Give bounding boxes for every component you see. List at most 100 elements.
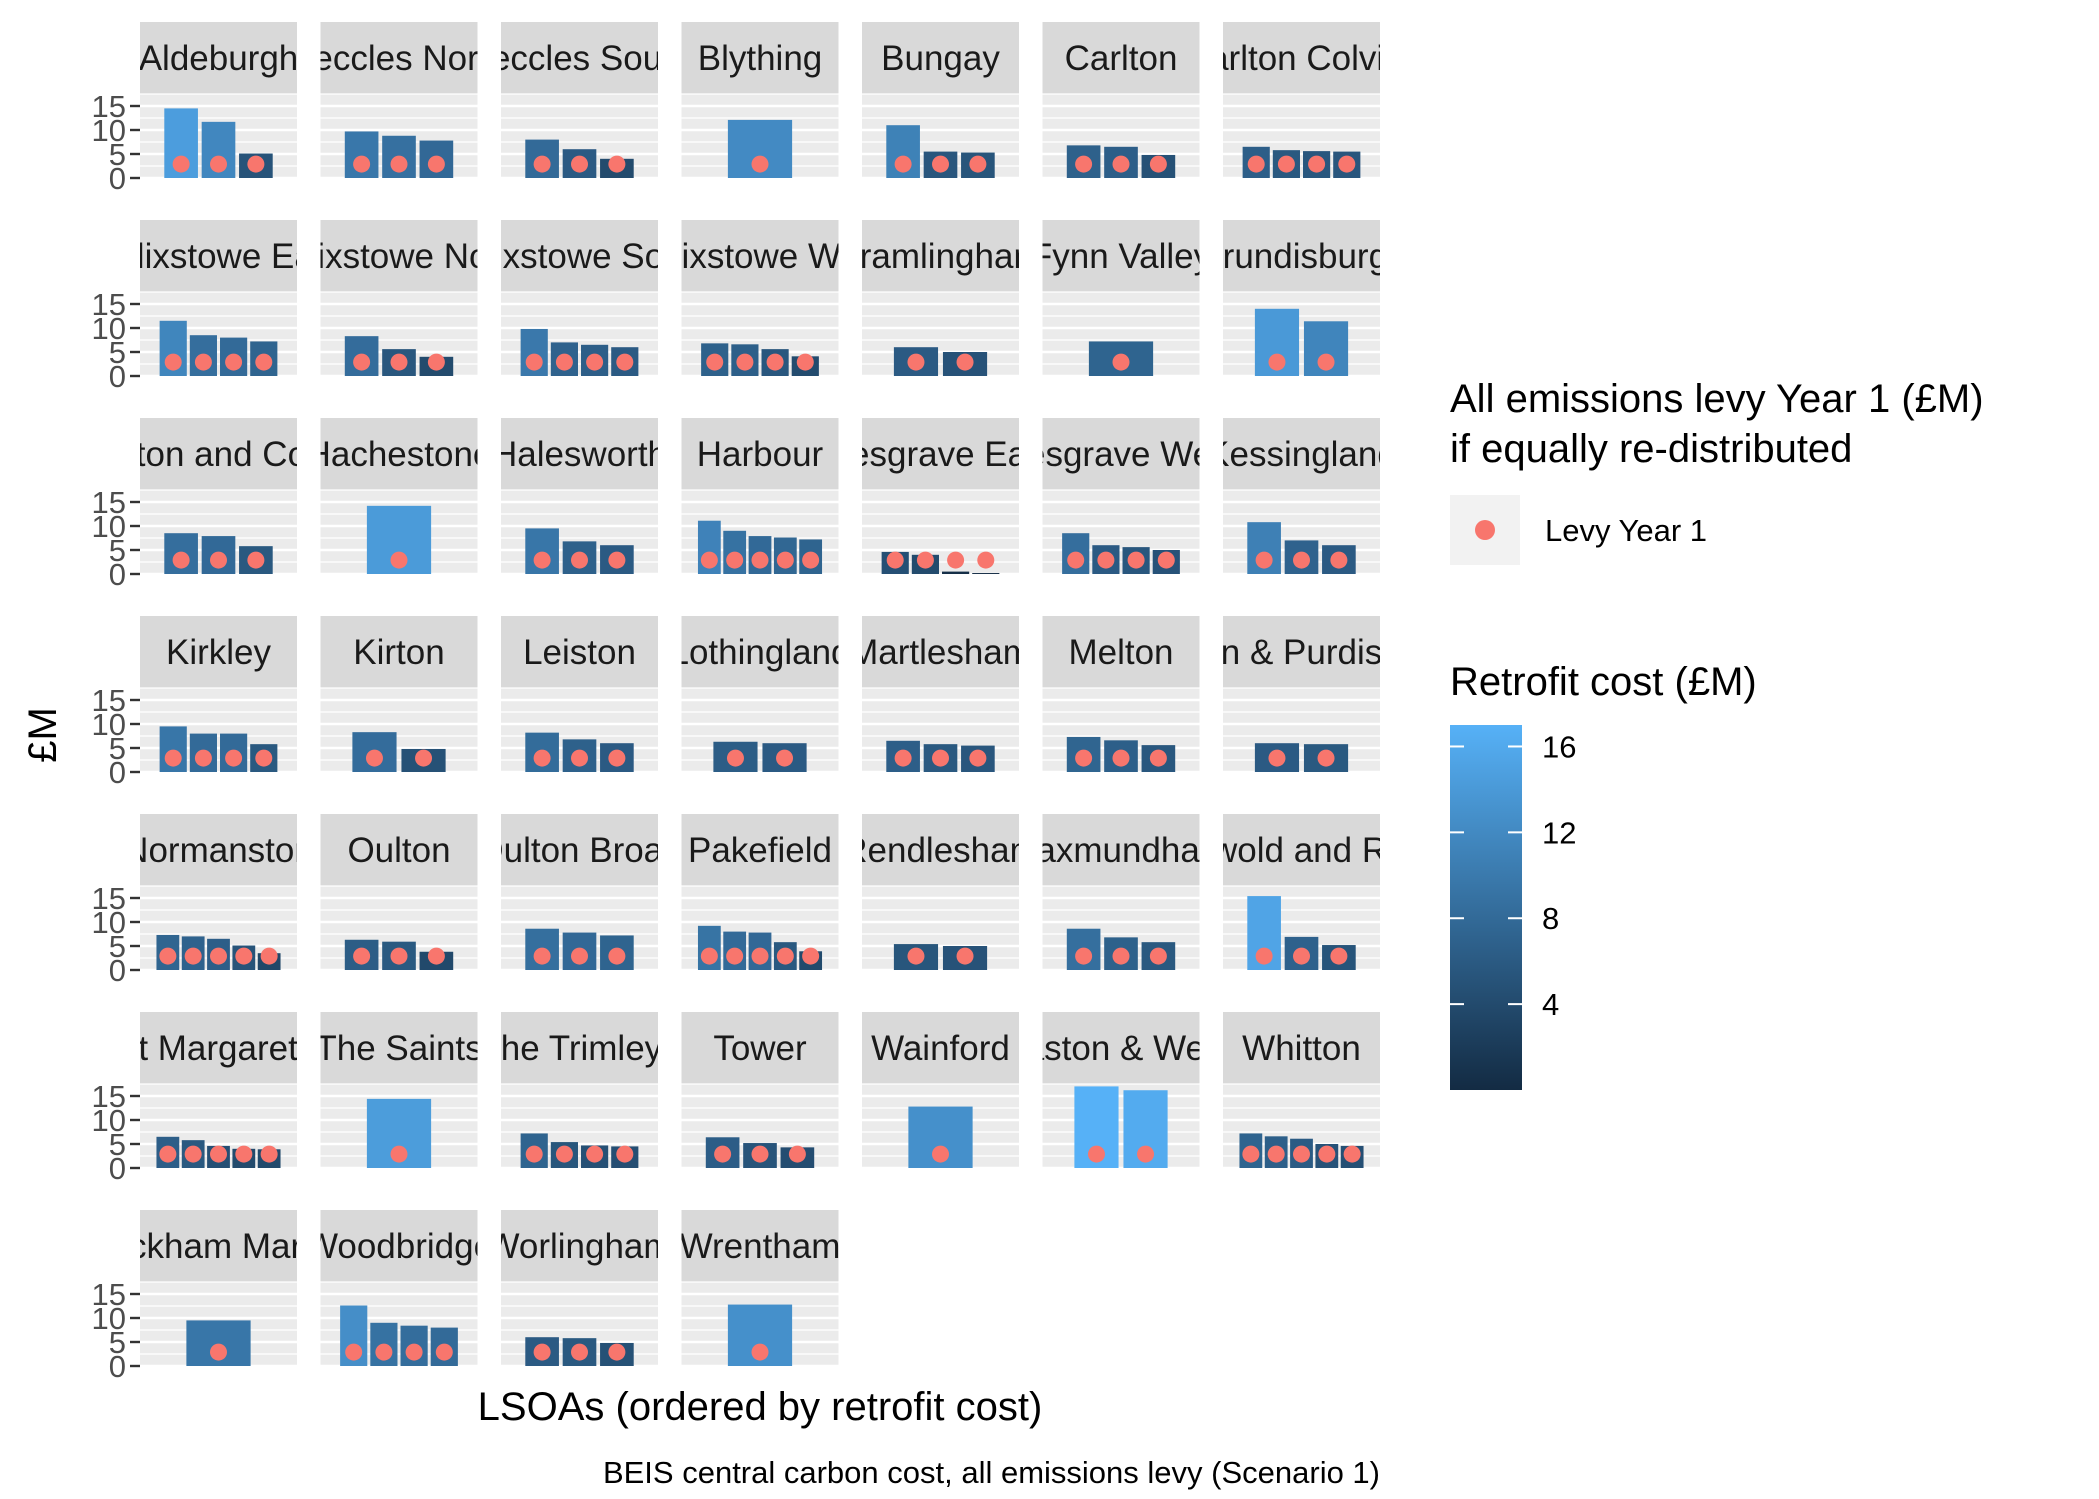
facet-strip [681, 220, 839, 292]
facet-label: Carlton [1065, 39, 1178, 78]
panel-background [681, 688, 839, 772]
facet-panel: Nacton & Purdis Farm [1223, 616, 1380, 774]
levy-point [1255, 551, 1273, 569]
y-tick-label: 15 [92, 881, 126, 916]
colorbar-tick-label: 12 [1542, 815, 1576, 850]
levy-point [1338, 155, 1356, 173]
y-tick-label: 15 [92, 1277, 126, 1312]
levy-point [751, 155, 769, 173]
levy-point [726, 947, 744, 965]
facet-panel: Wenhaston & Westleton [1042, 1012, 1200, 1170]
facet-panel: Tower [681, 1012, 839, 1170]
levy-point [390, 353, 408, 371]
levy-point [405, 1343, 423, 1361]
levy-point [1097, 551, 1115, 569]
colorbar-legend-title: Retrofit cost (£M) [1450, 660, 1757, 704]
levy-point [726, 551, 744, 569]
levy-point [247, 155, 265, 173]
facet-panel: Felixstowe West [633, 220, 887, 378]
y-tick-label: 15 [92, 1079, 126, 1114]
facet-strip [681, 616, 839, 688]
colorbar-tick-label: 16 [1542, 729, 1576, 764]
levy-point [184, 1145, 202, 1163]
levy-point [714, 1145, 732, 1163]
facet-panel: Fynn Valley [1042, 220, 1200, 378]
y-tick-label: 10 [92, 905, 126, 940]
facet-label: Gunton and Corton [70, 435, 368, 474]
facet-strip [320, 1012, 478, 1084]
levy-point [1112, 155, 1130, 173]
levy-point [159, 947, 177, 965]
facet-panel: Worlingham [501, 1210, 658, 1368]
levy-point [796, 353, 814, 371]
levy-point [586, 1145, 604, 1163]
facet-panel: Wrentham [681, 1210, 839, 1368]
facet-label: Lothingland [670, 633, 851, 672]
levy-point [390, 551, 408, 569]
facet-label: Kesgrave East [827, 435, 1055, 474]
levy-point [210, 155, 227, 173]
facet-label: Southwold and Reydon [1121, 831, 1483, 870]
facet-strip [501, 220, 658, 292]
levy-point [571, 947, 588, 965]
levy-point [1293, 947, 1310, 965]
facet-panel: Halesworth [501, 418, 658, 576]
facet-panel: Beccles North [290, 22, 508, 180]
facet-panel: Bungay [862, 22, 1019, 180]
levy-point [427, 947, 445, 965]
levy-point [1268, 353, 1286, 371]
facet-panel: Carlton [1042, 22, 1200, 180]
levy-point [802, 947, 820, 965]
levy-point [608, 551, 626, 569]
facet-label: Beccles North [290, 39, 508, 78]
facet-label: Kirkley [166, 633, 272, 672]
facet-strip [501, 1012, 658, 1084]
levy-point [390, 155, 408, 173]
levy-point [555, 1145, 573, 1163]
levy-point [172, 155, 190, 173]
facet-label: Rendlesham [842, 831, 1039, 870]
levy-point [571, 749, 588, 767]
facet-panel: Beccles South [501, 22, 658, 180]
facet-label: Harbour [697, 435, 824, 474]
levy-point [608, 1343, 626, 1361]
facet-strip [681, 22, 839, 94]
levy-point [555, 353, 573, 371]
levy-point [1317, 353, 1335, 371]
facet-label: Martlesham [849, 633, 1032, 672]
levy-point [1268, 749, 1286, 767]
levy-point [700, 947, 718, 965]
levy-point [1267, 1145, 1285, 1163]
levy-point [571, 1343, 588, 1361]
facet-strip [140, 220, 297, 292]
facet-strip [681, 1012, 839, 1084]
facet-strip [1223, 418, 1380, 490]
levy-point [616, 1145, 634, 1163]
y-tick-label: 0 [109, 557, 126, 592]
facet-strip [862, 220, 1019, 292]
facet-panel: Oulton [320, 814, 478, 972]
levy-point [751, 947, 769, 965]
bar [942, 571, 970, 574]
facet-panel: Harbour [681, 418, 839, 576]
levy-point [1330, 947, 1348, 965]
levy-point [210, 947, 227, 965]
y-tick-label: 5 [109, 929, 126, 964]
levy-point [1075, 947, 1093, 965]
facet-label: Melton [1068, 633, 1173, 672]
facet-label: Felixstowe West [633, 237, 887, 276]
facet-label: Carlton Colville [1184, 39, 1419, 78]
y-tick-label: 10 [92, 311, 126, 346]
facet-label: Wainford [871, 1029, 1010, 1068]
panel-background [862, 292, 1019, 376]
levy-point [525, 1145, 543, 1163]
y-axis-title: £M [21, 707, 65, 763]
levy-point [802, 551, 820, 569]
facet-strip [681, 418, 839, 490]
facet-label: St Margaret's [115, 1029, 322, 1068]
facet-label: Framlingham [838, 237, 1042, 276]
y-tick-label: 5 [109, 1325, 126, 1360]
levy-point [194, 749, 212, 767]
